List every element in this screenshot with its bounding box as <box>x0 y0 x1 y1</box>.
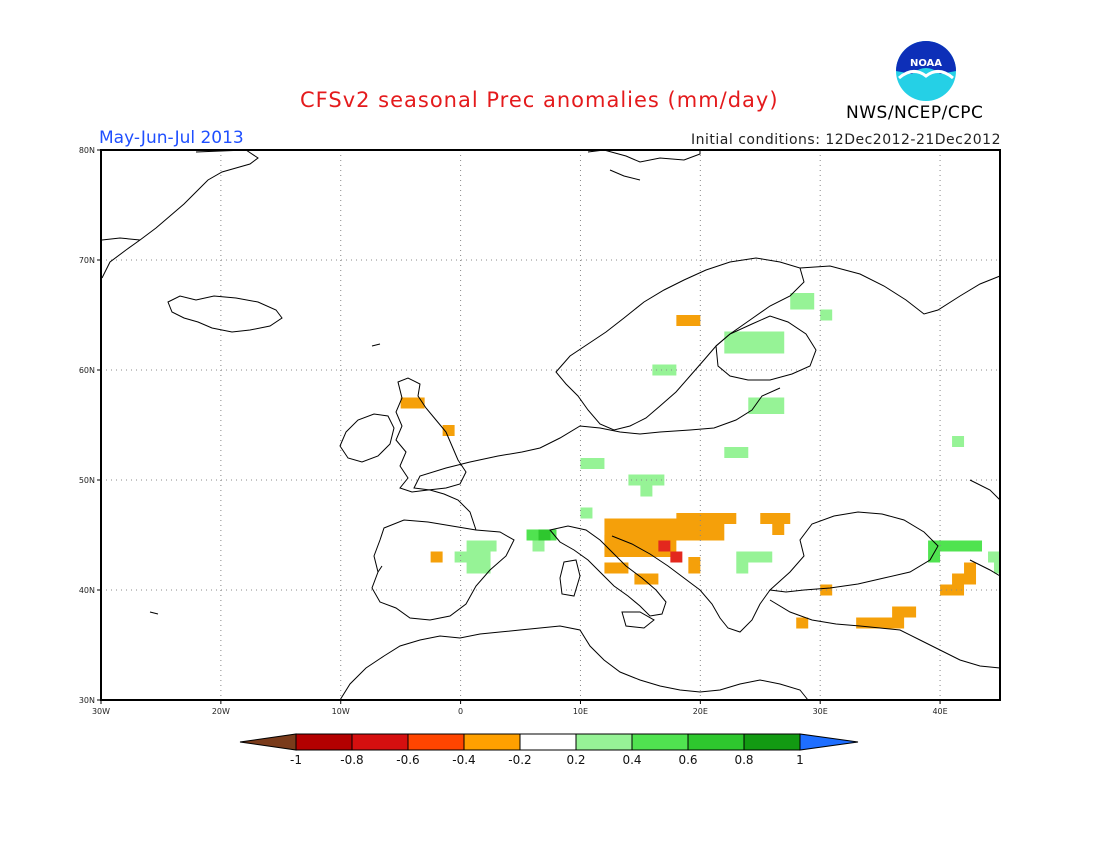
anomaly-cell <box>952 436 965 447</box>
anomaly-cell <box>688 557 701 574</box>
anomaly-cell <box>928 551 941 563</box>
colorbar-segment <box>463 733 521 751</box>
map-frame <box>100 149 1001 701</box>
colorbar-label: 0.8 <box>734 753 753 767</box>
anomaly-cell <box>580 458 605 469</box>
lon-tick-label: 20E <box>693 707 708 716</box>
lat-tick-label: 60N <box>79 366 95 375</box>
colorbar-label: 1 <box>796 753 804 767</box>
anomaly-cell <box>466 562 491 574</box>
season-label: May-Jun-Jul 2013 <box>99 128 244 148</box>
anomaly-cell <box>736 562 749 574</box>
colorbar-segment <box>743 733 801 751</box>
colorbar-label: 0.4 <box>622 753 641 767</box>
colorbar-segment <box>519 733 577 751</box>
colorbar-label: -0.2 <box>508 753 531 767</box>
colorbar-label: 0.2 <box>566 753 585 767</box>
agency-label: NWS/NCEP/CPC <box>846 103 984 123</box>
lat-tick-label: 80N <box>79 146 95 155</box>
anomaly-cell <box>988 551 1000 563</box>
anomaly-cell <box>580 507 593 519</box>
map-title: CFSv2 seasonal Prec anomalies (mm/day) <box>300 88 779 112</box>
anomaly-cell <box>892 606 917 618</box>
anomaly-cell <box>400 397 425 409</box>
anomaly-cell <box>928 540 983 552</box>
anomaly-cell <box>856 617 905 629</box>
anomaly-cell <box>658 540 671 552</box>
noaa-logo: NOAA <box>896 41 956 101</box>
anomaly-cell <box>640 485 653 497</box>
anomaly-cell <box>676 513 737 524</box>
colorbar-label: -0.6 <box>396 753 419 767</box>
axis-ticks: 30W 20W 10W 0 10E 20E 30E 40E 30N 40N 50N 60N 70N 80N <box>79 146 948 716</box>
anomaly-cell <box>442 425 455 436</box>
anomaly-cell <box>796 617 809 629</box>
anomaly-cell <box>670 551 683 563</box>
lon-tick-label: 10W <box>332 707 350 716</box>
anomaly-cell <box>760 513 791 524</box>
anomaly-cell <box>466 540 497 552</box>
anomaly-cell <box>538 529 551 541</box>
anomaly-cell <box>952 573 977 585</box>
anomaly-cell <box>736 551 773 563</box>
colorbar-label: -1 <box>290 753 302 767</box>
noaa-logo-text: NOAA <box>910 58 942 69</box>
colorbar-arrow-high <box>799 733 859 751</box>
colorbar-segment <box>351 733 409 751</box>
lon-tick-label: 30W <box>92 707 110 716</box>
anomaly-cell <box>604 562 629 574</box>
lat-tick-label: 70N <box>79 256 95 265</box>
anomaly-cell <box>994 562 1000 574</box>
colorbar-segment <box>575 733 633 751</box>
anomaly-cell <box>772 524 785 535</box>
lat-tick-label: 30N <box>79 696 95 705</box>
colorbar-label: -0.4 <box>452 753 475 767</box>
colorbar-label: 0.6 <box>678 753 697 767</box>
anomaly-cell <box>940 584 965 596</box>
lon-tick-label: 40E <box>932 707 947 716</box>
anomaly-cell <box>454 551 491 563</box>
anomaly-cell <box>430 551 443 563</box>
lon-tick-label: 20W <box>212 707 230 716</box>
colorbar: -1 -0.8 -0.6 -0.4 -0.2 0.2 0.4 0.6 0.8 1 <box>239 733 859 767</box>
anomaly-cell <box>820 309 833 321</box>
anomaly-cell <box>634 573 659 585</box>
anomaly-cell <box>790 293 815 310</box>
lat-tick-label: 40N <box>79 586 95 595</box>
anomaly-cell <box>724 447 749 458</box>
colorbar-segment <box>295 733 353 751</box>
colorbar-arrow-low <box>239 733 297 751</box>
anomaly-cell <box>652 364 677 376</box>
lat-tick-label: 50N <box>79 476 95 485</box>
anomaly-cell <box>724 331 785 354</box>
anomaly-cell <box>532 540 545 552</box>
colorbar-segment <box>631 733 689 751</box>
lon-tick-label: 0 <box>458 707 463 716</box>
initial-conditions-label: Initial conditions: 12Dec2012-21Dec2012 <box>691 132 1001 148</box>
map-gridlines <box>101 150 1000 700</box>
anomaly-cell <box>676 315 701 326</box>
colorbar-segment <box>687 733 745 751</box>
lon-tick-label: 10E <box>573 707 588 716</box>
colorbar-segment <box>407 733 465 751</box>
lon-tick-label: 30E <box>813 707 828 716</box>
anomaly-cell <box>964 562 977 574</box>
anomaly-cell <box>748 397 785 414</box>
colorbar-label: -0.8 <box>340 753 363 767</box>
